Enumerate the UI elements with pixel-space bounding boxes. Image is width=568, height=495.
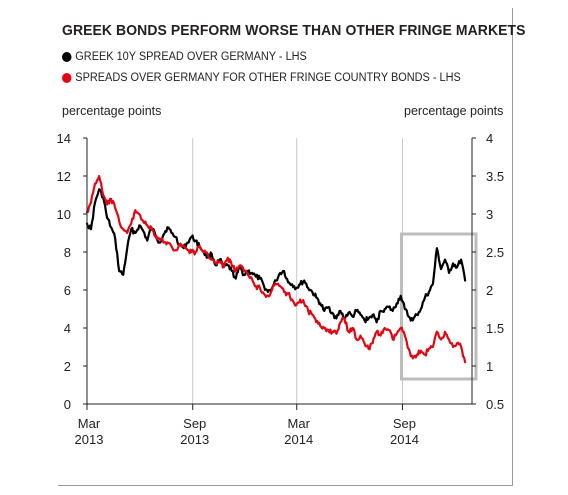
right-tick-label: 3 [486,207,493,222]
left-tick-label: 6 [64,283,71,298]
legend-item-greek: GREEK 10Y SPREAD OVER GERMANY - LHS [62,51,307,63]
right-tick-label: 0.5 [486,397,504,412]
x-tick-year: 2014 [284,432,313,447]
x-tick-year: 2013 [180,432,209,447]
tick-labels: Mar2013Sep2013Mar2014Sep2014024681012140… [57,131,505,447]
right-tick-label: 4 [486,131,493,146]
left-tick-label: 4 [64,321,71,336]
highlight-box [399,232,478,381]
left-tick-label: 8 [64,245,71,260]
left-tick-label: 2 [64,359,71,374]
chart-frame [58,8,513,486]
right-tick-label: 2 [486,283,493,298]
left-tick-label: 14 [57,131,71,146]
x-tick-month: Mar [288,416,311,431]
left-tick-label: 0 [64,397,71,412]
left-tick-label: 12 [57,169,71,184]
right-tick-label: 1 [486,359,493,374]
right-axis-label: percentage points [404,104,504,118]
right-tick-label: 1.5 [486,321,504,336]
series-line-fringe [85,174,467,364]
x-tick-year: 2013 [75,432,104,447]
legend-label-fringe: SPREADS OVER GERMANY FOR OTHER FRINGE CO… [75,72,461,84]
x-tick-month: Sep [393,416,416,431]
left-tick-label: 10 [57,207,71,222]
x-tick-month: Sep [183,416,206,431]
legend-swatch-greek [62,52,72,62]
right-tick-label: 3.5 [486,169,504,184]
legend-item-fringe: SPREADS OVER GERMANY FOR OTHER FRINGE CO… [62,72,461,84]
x-tick-month: Mar [78,416,101,431]
left-axis-label: percentage points [62,104,162,118]
legend-label-greek: GREEK 10Y SPREAD OVER GERMANY - LHS [75,51,307,63]
x-tick-year: 2014 [390,432,419,447]
right-tick-label: 2.5 [486,245,504,260]
series-line-greek [85,188,467,324]
chart-title: GREEK BONDS PERFORM WORSE THAN OTHER FRI… [62,22,526,39]
series-lines [85,174,467,364]
legend-swatch-fringe [62,73,72,83]
